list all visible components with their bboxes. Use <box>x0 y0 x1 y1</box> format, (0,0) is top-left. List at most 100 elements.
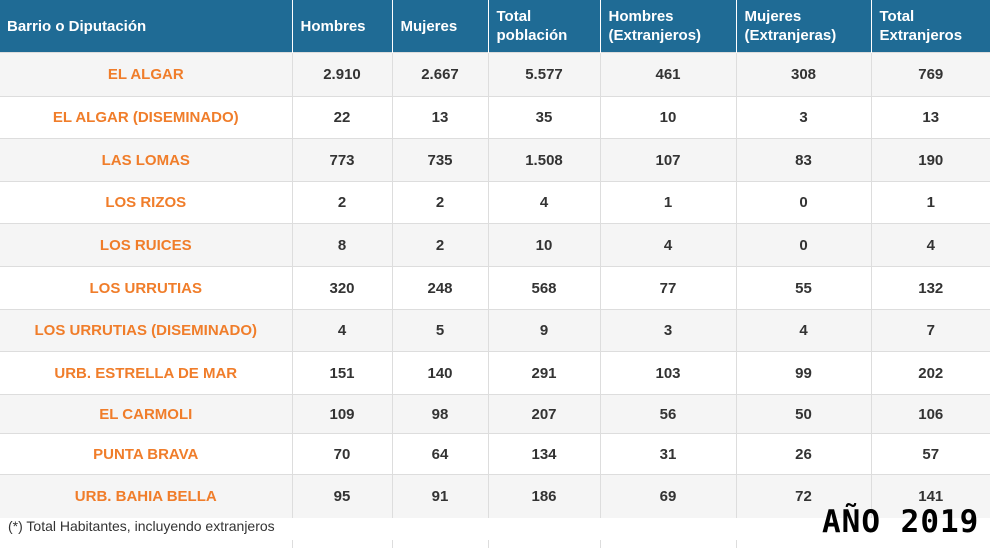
cell-hombres-extranjeros: 3 <box>600 309 737 352</box>
header-hombres: Hombres <box>292 0 393 53</box>
table-row: LOS RIZOS 2 2 4 1 0 1 <box>0 181 990 224</box>
table-row: EL ALGAR (DISEMINADO) 22 13 35 10 3 13 <box>0 96 990 139</box>
cell-total-poblacion: 568 <box>488 266 601 310</box>
cell-barrio: LOS URRUTIAS (DISEMINADO) <box>0 309 293 352</box>
cell-mujeres-extranjeras: 26 <box>736 433 872 475</box>
cell-hombres: 4 <box>292 309 393 352</box>
cell-hombres-extranjeros: 56 <box>600 394 737 434</box>
cell-hombres-extranjeros: 31 <box>600 433 737 475</box>
cell-total-poblacion: 134 <box>488 433 601 475</box>
cell-hombres: 109 <box>292 394 393 434</box>
cell-barrio: EL ALGAR <box>0 52 293 97</box>
header-total-extranjeros: Total Extranjeros <box>871 0 990 53</box>
column-divider <box>600 540 601 548</box>
cell-mujeres-extranjeras: 72 <box>736 474 872 518</box>
cell-barrio: EL CARMOLI <box>0 394 293 434</box>
column-divider <box>488 540 489 548</box>
cell-total-extranjeros: 190 <box>871 138 990 182</box>
cell-total-poblacion: 10 <box>488 223 601 267</box>
cell-mujeres: 98 <box>392 394 489 434</box>
cell-hombres: 22 <box>292 96 393 139</box>
cell-hombres: 2 <box>292 181 393 224</box>
cell-total-extranjeros: 132 <box>871 266 990 310</box>
cell-mujeres-extranjeras: 308 <box>736 52 872 97</box>
table-row: URB. BAHIA BELLA 95 91 186 69 72 141 <box>0 474 990 518</box>
cell-barrio: EL ALGAR (DISEMINADO) <box>0 96 293 139</box>
cell-mujeres-extranjeras: 55 <box>736 266 872 310</box>
cell-hombres-extranjeros: 4 <box>600 223 737 267</box>
cell-barrio: PUNTA BRAVA <box>0 433 293 475</box>
cell-hombres-extranjeros: 103 <box>600 351 737 395</box>
column-divider <box>736 540 737 548</box>
cell-hombres: 70 <box>292 433 393 475</box>
table-row: LOS RUICES 8 2 10 4 0 4 <box>0 223 990 267</box>
cell-mujeres: 91 <box>392 474 489 518</box>
cell-barrio: URB. ESTRELLA DE MAR <box>0 351 293 395</box>
year-stamp: AÑO 2019 <box>822 504 980 540</box>
cell-total-extranjeros: 106 <box>871 394 990 434</box>
cell-hombres: 2.910 <box>292 52 393 97</box>
header-mujeres: Mujeres <box>392 0 489 53</box>
cell-hombres: 95 <box>292 474 393 518</box>
table-row: LOS URRUTIAS (DISEMINADO) 4 5 9 3 4 7 <box>0 309 990 352</box>
cell-total-extranjeros: 57 <box>871 433 990 475</box>
cell-total-poblacion: 1.508 <box>488 138 601 182</box>
footnote: (*) Total Habitantes, incluyendo extranj… <box>8 518 275 534</box>
table-row: LOS URRUTIAS 320 248 568 77 55 132 <box>0 266 990 310</box>
population-table: Barrio o Diputación Hombres Mujeres Tota… <box>0 0 990 518</box>
cell-barrio: LOS RIZOS <box>0 181 293 224</box>
column-divider <box>392 540 393 548</box>
table-row: EL CARMOLI 109 98 207 56 50 106 <box>0 394 990 434</box>
cell-total-extranjeros: 202 <box>871 351 990 395</box>
cell-mujeres-extranjeras: 50 <box>736 394 872 434</box>
cell-total-poblacion: 186 <box>488 474 601 518</box>
table-body: EL ALGAR 2.910 2.667 5.577 461 308 769 EL ALGAR… <box>0 52 990 518</box>
cell-mujeres: 64 <box>392 433 489 475</box>
cell-total-extranjeros: 141 <box>871 474 990 518</box>
cell-total-poblacion: 4 <box>488 181 601 224</box>
cell-hombres: 773 <box>292 138 393 182</box>
column-divider <box>292 540 293 548</box>
cell-hombres: 151 <box>292 351 393 395</box>
cell-hombres-extranjeros: 461 <box>600 52 737 97</box>
header-hombres-extranjeros: Hombres (Extranjeros) <box>600 0 737 53</box>
cell-mujeres-extranjeras: 83 <box>736 138 872 182</box>
cell-barrio: LOS URRUTIAS <box>0 266 293 310</box>
cell-mujeres: 248 <box>392 266 489 310</box>
cell-total-poblacion: 291 <box>488 351 601 395</box>
cell-mujeres-extranjeras: 0 <box>736 181 872 224</box>
cell-barrio: LOS RUICES <box>0 223 293 267</box>
cell-mujeres: 5 <box>392 309 489 352</box>
cell-total-poblacion: 9 <box>488 309 601 352</box>
header-barrio: Barrio o Diputación <box>0 0 293 53</box>
cell-hombres-extranjeros: 69 <box>600 474 737 518</box>
cell-total-extranjeros: 7 <box>871 309 990 352</box>
cell-barrio: LAS LOMAS <box>0 138 293 182</box>
cell-total-extranjeros: 13 <box>871 96 990 139</box>
cell-hombres: 8 <box>292 223 393 267</box>
cell-mujeres: 735 <box>392 138 489 182</box>
header-total-poblacion: Total población <box>488 0 601 53</box>
cell-hombres: 320 <box>292 266 393 310</box>
cell-total-extranjeros: 4 <box>871 223 990 267</box>
cell-total-poblacion: 207 <box>488 394 601 434</box>
cell-total-extranjeros: 769 <box>871 52 990 97</box>
table-header-row: Barrio o Diputación Hombres Mujeres Tota… <box>0 0 990 53</box>
cell-mujeres-extranjeras: 3 <box>736 96 872 139</box>
table-row: EL ALGAR 2.910 2.667 5.577 461 308 769 <box>0 52 990 97</box>
cell-mujeres: 2.667 <box>392 52 489 97</box>
cell-barrio: URB. BAHIA BELLA <box>0 474 293 518</box>
table-row: URB. ESTRELLA DE MAR 151 140 291 103 99 202 <box>0 351 990 395</box>
cell-mujeres: 2 <box>392 223 489 267</box>
cell-mujeres-extranjeras: 0 <box>736 223 872 267</box>
cell-total-poblacion: 5.577 <box>488 52 601 97</box>
cell-mujeres: 2 <box>392 181 489 224</box>
cell-mujeres: 140 <box>392 351 489 395</box>
cell-hombres-extranjeros: 1 <box>600 181 737 224</box>
cell-mujeres: 13 <box>392 96 489 139</box>
cell-total-poblacion: 35 <box>488 96 601 139</box>
cell-hombres-extranjeros: 107 <box>600 138 737 182</box>
cell-hombres-extranjeros: 10 <box>600 96 737 139</box>
cell-hombres-extranjeros: 77 <box>600 266 737 310</box>
cell-mujeres-extranjeras: 4 <box>736 309 872 352</box>
